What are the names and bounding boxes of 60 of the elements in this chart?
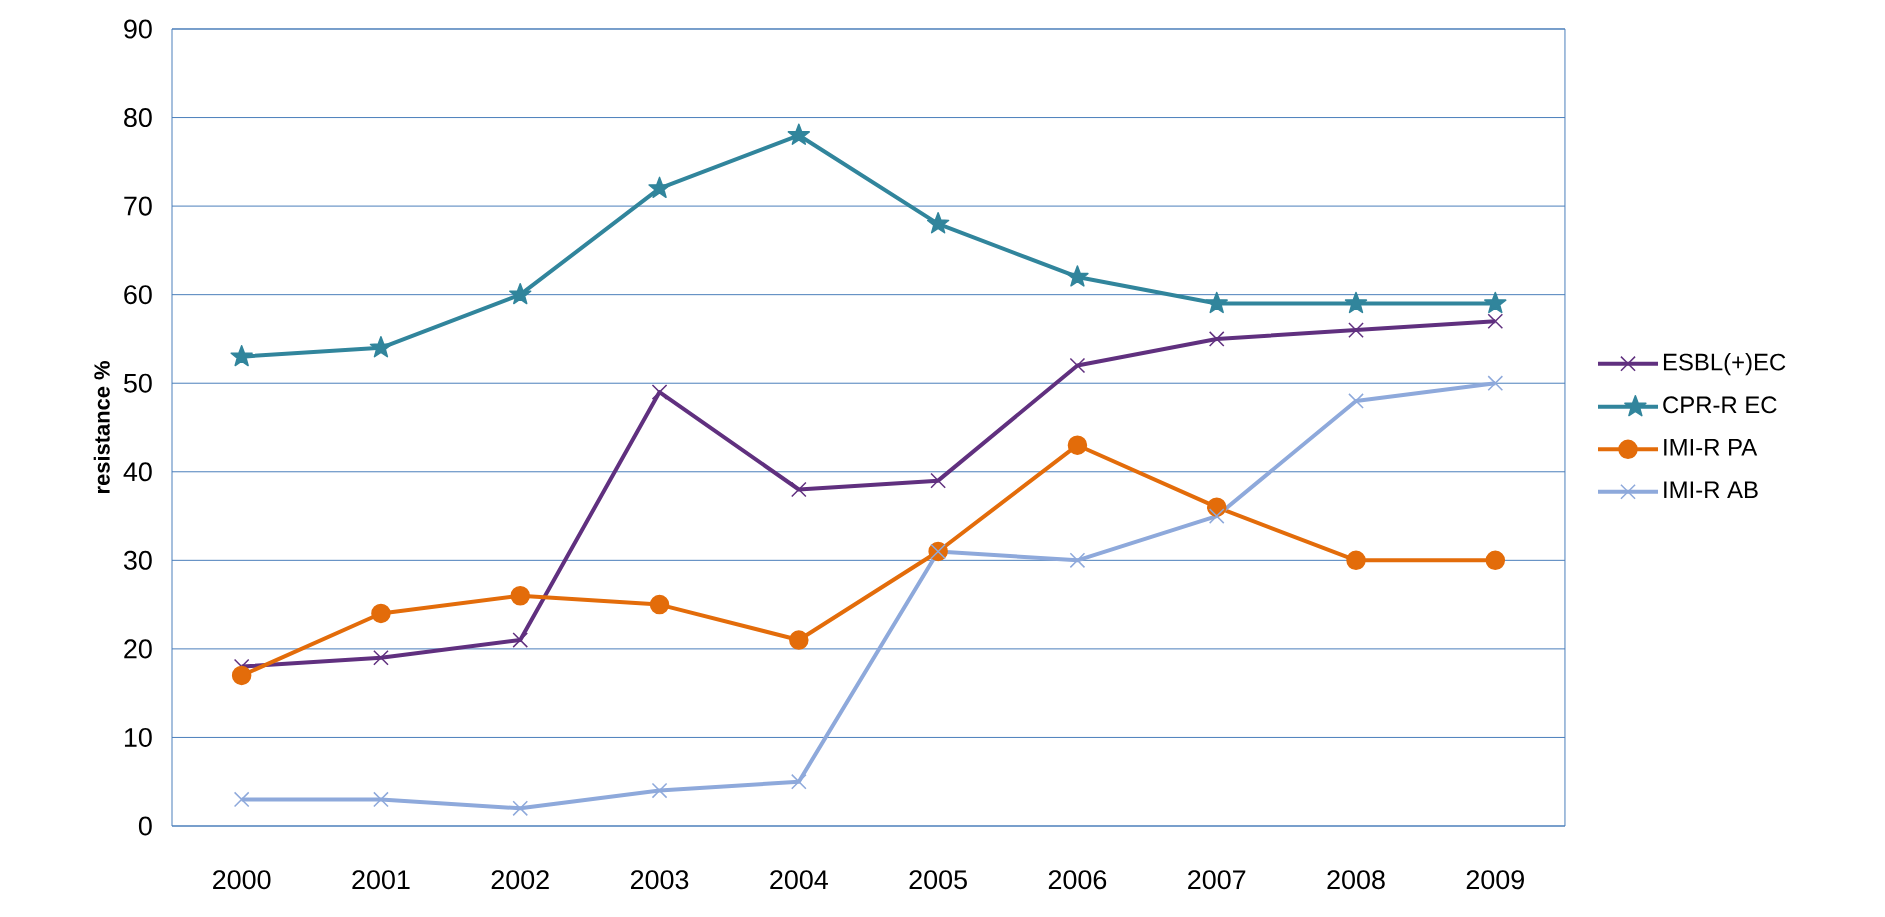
- point: [651, 384, 668, 400]
- y-tick-label: 40: [123, 462, 152, 482]
- x-tick-label: 2003: [630, 870, 689, 890]
- y-tick-label: 80: [124, 108, 152, 128]
- point: [1067, 435, 1088, 455]
- point: [1205, 291, 1228, 314]
- point: [1066, 265, 1089, 287]
- point: [373, 791, 389, 808]
- point: [648, 176, 671, 199]
- point: [512, 800, 529, 817]
- y-tick-label: 10: [124, 727, 152, 747]
- x-tick-label: 2000: [213, 870, 271, 890]
- x-tick-label: 2001: [352, 870, 410, 890]
- x-tick-label: 2008: [1327, 870, 1385, 890]
- point: [787, 123, 811, 145]
- point: [1487, 313, 1504, 330]
- point: [512, 632, 529, 648]
- point: [1485, 550, 1506, 571]
- point: [369, 336, 393, 358]
- point: [371, 603, 391, 624]
- point: [1346, 550, 1366, 571]
- point: [1208, 508, 1225, 524]
- point: [1348, 322, 1364, 338]
- x-tick-label: 2006: [1048, 870, 1107, 890]
- y-tick-label: 30: [123, 550, 152, 570]
- point: [1069, 552, 1086, 569]
- point: [930, 472, 946, 489]
- point: [649, 594, 670, 615]
- y-tick-label: 60: [124, 285, 152, 305]
- x-tick-label: 2009: [1466, 870, 1524, 890]
- x-tick-label: 2005: [909, 870, 967, 890]
- legend-label: IMI-R PA: [1664, 439, 1758, 456]
- point: [509, 282, 532, 305]
- point: [510, 586, 530, 606]
- y-tick-label: 0: [138, 816, 152, 836]
- x-tick-label: 2007: [1188, 870, 1246, 890]
- point: [233, 791, 250, 808]
- point: [1344, 291, 1368, 314]
- point: [1069, 357, 1086, 374]
- point: [789, 630, 809, 650]
- x-tick-label: 2002: [491, 870, 549, 890]
- legend-label: IMI-R AB: [1664, 481, 1758, 498]
- point: [791, 773, 807, 790]
- point: [231, 665, 252, 686]
- point: [926, 212, 950, 234]
- x-tick-label: 2004: [770, 870, 828, 890]
- point: [373, 649, 389, 666]
- legend-label: ESBL(+)EC: [1663, 352, 1786, 376]
- point: [230, 344, 253, 367]
- y-tick-label: 90: [124, 19, 152, 39]
- point: [1208, 331, 1225, 347]
- point: [651, 782, 668, 799]
- point: [1487, 375, 1504, 392]
- y-tick-label: 70: [124, 196, 152, 216]
- point: [791, 481, 807, 498]
- legend-label: CPR-R EC: [1663, 396, 1777, 414]
- y-tick-label: 20: [124, 639, 152, 659]
- point: [1484, 291, 1507, 314]
- y-axis-title: resistance %: [93, 361, 110, 494]
- y-tick-label: 50: [123, 373, 152, 393]
